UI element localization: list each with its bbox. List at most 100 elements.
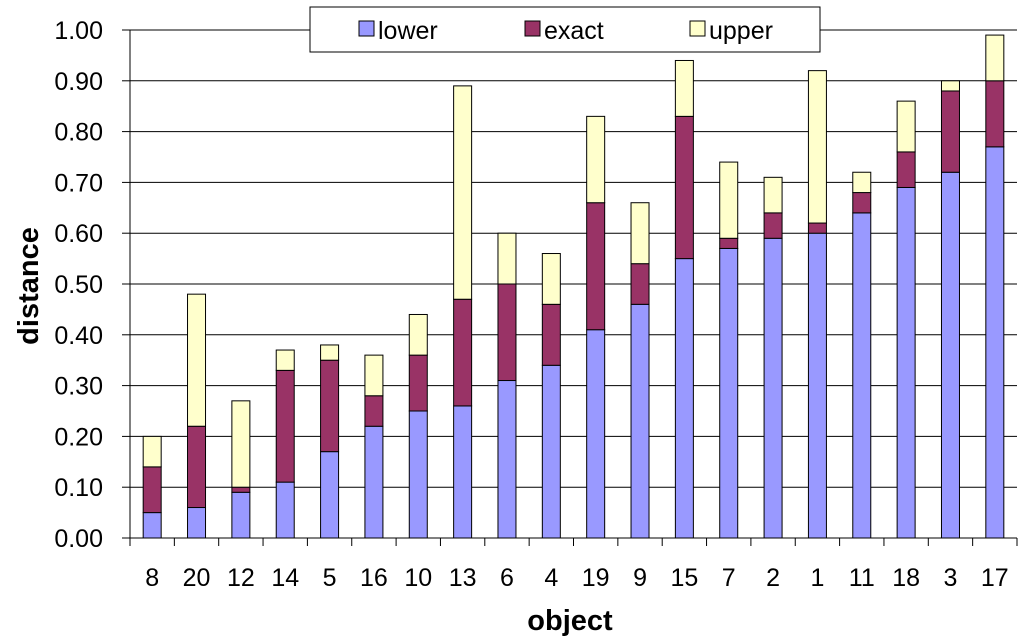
x-axis-title: object: [527, 605, 613, 637]
x-tick-label: 12: [227, 564, 255, 592]
bar-exact-17: [985, 80, 1005, 148]
y-tick-label: 0.50: [54, 271, 103, 299]
x-tick-label: 2: [766, 564, 780, 592]
legend-swatch-exact: [524, 20, 541, 37]
bar-lower-2: [763, 237, 783, 539]
bar-upper-17: [985, 34, 1005, 82]
y-tick-labels: 0.00 0.10 0.20 0.30 0.40 0.50 0.60 0.70 0.80 0.90…: [54, 17, 103, 553]
bar-upper-20: [187, 293, 207, 427]
x-tick-label: 16: [360, 564, 388, 592]
bar-upper-4: [541, 253, 561, 305]
y-tick-label: 0.30: [54, 373, 103, 401]
bar-exact-8: [142, 466, 162, 514]
bars: [142, 34, 1005, 539]
y-tick-label: 0.80: [54, 119, 103, 147]
bar-exact-19: [586, 202, 606, 331]
bar-exact-5: [320, 359, 340, 453]
y-tick-label: 0.10: [54, 474, 103, 502]
bar-upper-10: [408, 313, 428, 356]
bar-lower-3: [940, 171, 960, 539]
bar-lower-11: [852, 212, 872, 539]
bar-lower-5: [320, 451, 340, 539]
bar-lower-13: [453, 405, 473, 539]
y-tick-label: 0.00: [54, 525, 103, 553]
y-tick-label: 0.70: [54, 169, 103, 197]
bar-upper-6: [497, 232, 517, 285]
bar-lower-14: [275, 481, 295, 539]
y-tick-label: 0.20: [54, 423, 103, 451]
x-tick-label: 9: [633, 564, 647, 592]
x-tick-label: 6: [500, 564, 514, 592]
bar-exact-2: [763, 212, 783, 239]
gridlines: [130, 29, 1017, 488]
bar-upper-12: [231, 400, 251, 488]
bar-exact-3: [940, 90, 960, 173]
bar-exact-13: [453, 298, 473, 407]
y-tick-label: 0.90: [54, 68, 103, 96]
bar-lower-6: [497, 380, 517, 539]
x-tick-label: 1: [810, 564, 824, 592]
bar-exact-18: [896, 151, 916, 188]
y-axis-title: distance: [13, 227, 45, 345]
bar-upper-14: [275, 349, 295, 371]
bar-lower-7: [719, 247, 739, 539]
x-tick-label: 18: [892, 564, 920, 592]
x-tick-label: 5: [323, 564, 337, 592]
bar-exact-16: [364, 395, 384, 427]
x-tick-label: 13: [449, 564, 477, 592]
bar-lower-19: [586, 329, 606, 539]
bar-exact-14: [275, 369, 295, 483]
bar-lower-10: [408, 410, 428, 539]
legend-label-upper: upper: [709, 17, 773, 45]
x-tick-label: 14: [271, 564, 299, 592]
bar-exact-11: [852, 192, 872, 214]
bar-lower-4: [541, 364, 561, 539]
x-tick-label: 10: [404, 564, 432, 592]
y-tick-label: 0.60: [54, 220, 103, 248]
x-tick-label: 11: [849, 564, 875, 592]
bar-upper-3: [940, 80, 960, 92]
x-tick-labels: 8 20 12 14 5 16 10 13 6 4 19 9 15 7 2 1 11 18 3 17: [145, 564, 1009, 592]
bar-lower-20: [187, 507, 207, 539]
bar-lower-17: [985, 146, 1005, 539]
bar-lower-1: [807, 232, 827, 539]
axes: [122, 29, 1018, 546]
x-tick-label: 4: [544, 564, 558, 592]
bar-exact-10: [408, 354, 428, 412]
bar-exact-7: [719, 237, 739, 249]
bar-exact-20: [187, 425, 207, 509]
y-tick-label: 1.00: [54, 17, 103, 45]
bar-lower-16: [364, 425, 384, 539]
bar-upper-19: [586, 115, 606, 204]
bar-upper-15: [674, 59, 694, 117]
x-tick-label: 15: [670, 564, 698, 592]
legend-swatch-upper: [689, 20, 706, 37]
legend-box: [309, 6, 821, 53]
bar-exact-6: [497, 283, 517, 382]
x-tick-label: 17: [981, 564, 1009, 592]
bar-upper-2: [763, 176, 783, 214]
x-tick-label: 19: [582, 564, 610, 592]
bar-lower-8: [142, 512, 162, 539]
x-tick-label: 3: [944, 564, 958, 592]
legend-label-lower: lower: [378, 17, 438, 45]
bar-exact-12: [231, 486, 251, 493]
bar-upper-11: [852, 171, 872, 194]
legend-swatch-lower: [358, 20, 375, 37]
bar-exact-9: [630, 263, 650, 305]
bar-lower-18: [896, 186, 916, 539]
bar-exact-15: [674, 115, 694, 260]
x-tick-label: 8: [145, 564, 159, 592]
legend: lower exact upper: [309, 6, 821, 53]
bar-upper-16: [364, 354, 384, 397]
bar-exact-1: [807, 222, 827, 234]
bar-upper-9: [630, 202, 650, 265]
bar-upper-5: [320, 344, 340, 361]
y-tick-label: 0.40: [54, 322, 103, 350]
legend-label-exact: exact: [544, 17, 604, 45]
bar-upper-8: [142, 435, 162, 468]
bar-upper-18: [896, 100, 916, 153]
bar-lower-12: [231, 491, 251, 539]
x-tick-label: 20: [183, 564, 211, 592]
